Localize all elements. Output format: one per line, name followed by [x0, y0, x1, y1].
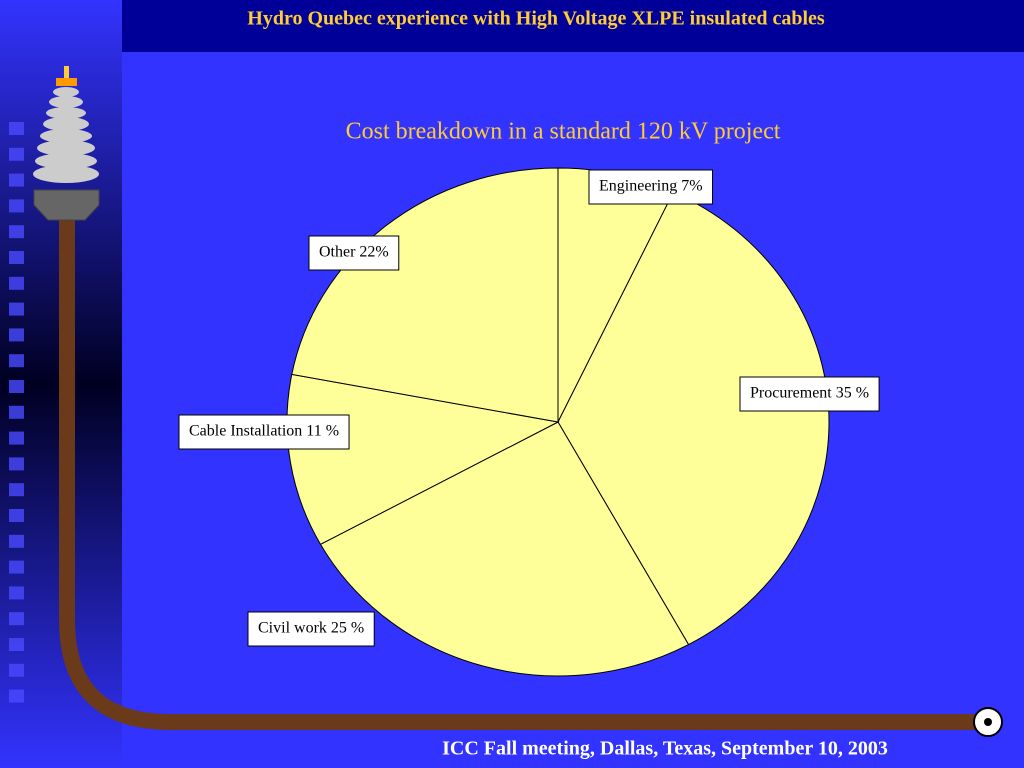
pie-slice: [557, 191, 830, 646]
square: [9, 586, 24, 600]
pie-slice: [286, 373, 560, 546]
square: [9, 483, 24, 497]
square: [9, 560, 24, 574]
cable: [59, 215, 985, 730]
slice-label-text: Cable Installation 11 %: [189, 423, 339, 440]
square: [9, 147, 24, 161]
slice-label-text: Engineering 7%: [599, 178, 703, 195]
square: [9, 380, 24, 393]
label-box: [178, 414, 350, 450]
chart-title: Cost breakdown in a standard 120 kV proj…: [346, 119, 781, 145]
slice-label: Civil work 25 %: [247, 611, 375, 647]
slice-label-text: Procurement 35 %: [750, 385, 869, 402]
slice-label: Engineering 7%: [588, 169, 714, 205]
square-column: [9, 122, 24, 703]
square: [9, 199, 24, 213]
slice-label-text: Other 22%: [319, 244, 389, 261]
square: [9, 302, 24, 316]
square: [9, 405, 24, 419]
square: [9, 534, 24, 548]
square: [9, 276, 24, 290]
cable-core: [984, 718, 992, 726]
slice-label-text: Civil work 25 %: [258, 620, 364, 637]
slide-title: Hydro Quebec experience with High Voltag…: [247, 8, 825, 30]
header-band: [122, 0, 1024, 52]
slice-label: Cable Installation 11 %: [178, 414, 350, 450]
footer: ICC Fall meeting, Dallas, Texas, Septemb…: [442, 738, 888, 760]
label-box: [739, 376, 880, 412]
square: [9, 457, 24, 471]
square: [9, 638, 24, 651]
square: [9, 328, 24, 342]
square: [9, 689, 24, 703]
slice-label: Procurement 35 %: [739, 376, 880, 412]
square: [9, 663, 24, 677]
square: [9, 612, 24, 626]
pie-slice: [319, 421, 690, 677]
label-box: [247, 611, 375, 647]
square: [9, 251, 24, 264]
square: [9, 225, 24, 239]
square: [9, 509, 24, 522]
pie-slice: [291, 167, 559, 423]
square: [9, 173, 24, 187]
label-box: [588, 169, 714, 205]
label-box: [308, 235, 400, 271]
pie: Engineering 7% Procurement 35 % Civil work…: [178, 167, 880, 677]
insulator: [33, 66, 100, 221]
square: [9, 431, 24, 445]
slice-label: Other 22%: [308, 235, 400, 271]
square: [9, 354, 24, 368]
square: [9, 122, 24, 135]
